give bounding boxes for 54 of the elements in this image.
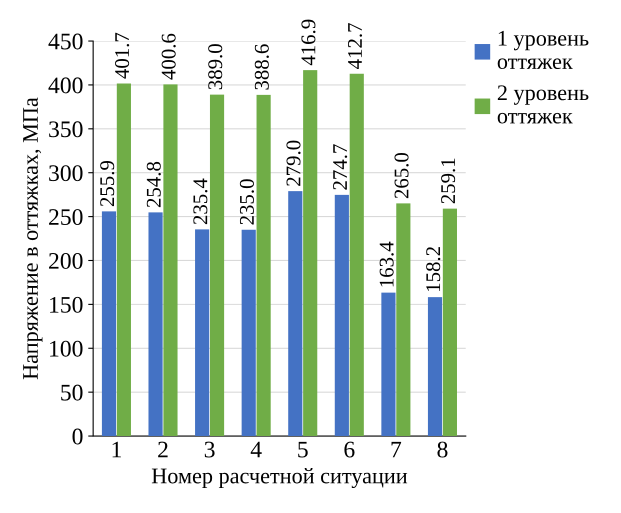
bar [350,74,364,436]
data-label: 412.7 [348,23,362,69]
data-label: 235.0 [240,179,254,224]
data-label: 265.0 [394,152,409,198]
x-tick-label: 6 [344,442,355,458]
y-axis-title: Напряжение в оттяжках, МПа [23,98,42,380]
x-tick-label: 2 [158,442,168,458]
data-label: 259.1 [441,158,456,204]
y-tick-label: 450 [48,34,83,50]
bar [381,292,396,436]
y-tick-label: 250 [49,209,83,226]
data-label: 279.0 [286,140,301,186]
bar [256,94,271,436]
y-tick-label: 100 [50,340,83,357]
bar [116,83,131,436]
data-label: 255.9 [100,161,114,206]
x-tick-label: 5 [298,442,308,458]
y-tick-label: 150 [50,296,83,313]
x-tick-label: 7 [392,442,402,458]
data-label: 163.4 [380,242,394,286]
bar [210,94,224,436]
data-label: 235.4 [193,178,208,224]
bar [288,191,302,436]
bar [163,84,178,436]
data-label: 274.7 [333,144,348,190]
bar [442,208,457,436]
bar [195,229,210,436]
bar [303,70,318,436]
data-label: 389.0 [208,44,222,90]
x-tick-label: 3 [204,442,215,458]
bar [242,230,256,436]
y-tick-label: 50 [61,384,83,401]
data-label: 400.6 [162,34,176,80]
x-tick-label: 4 [250,442,262,458]
data-label: 254.8 [146,162,161,208]
y-tick-label: 0 [72,428,83,444]
legend-label: 1 уровень оттяжек [498,30,588,70]
x-axis-title: Номер расчетной ситуации [152,468,408,488]
bar [396,203,410,436]
data-label: 401.7 [115,32,130,79]
y-tick-label: 300 [49,165,83,182]
data-label: 416.9 [301,20,316,66]
bar [428,297,442,436]
x-tick-label: 1 [112,442,121,458]
data-label: 388.6 [254,44,269,90]
bar [334,194,349,436]
x-tick-label: 8 [437,442,448,458]
legend-label: 2 уровень оттяжек [498,85,588,124]
data-label: 158.2 [426,247,440,291]
y-tick-label: 400 [48,77,83,94]
y-tick-label: 350 [49,121,83,138]
bar [148,212,163,436]
y-tick-label: 200 [49,252,83,269]
bar [102,211,116,436]
